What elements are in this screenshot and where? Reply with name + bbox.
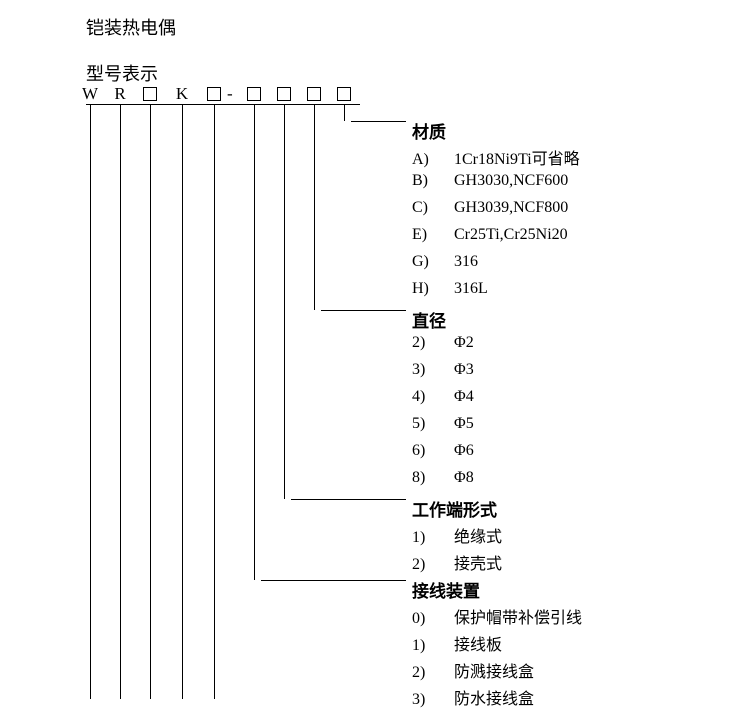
option-row: 2) 防溅接线盒: [412, 658, 534, 682]
option-code: B): [412, 172, 446, 190]
option-row: E) Cr25Ti,Cr25Ni20: [412, 226, 568, 244]
option-text: 防溅接线盒: [454, 664, 534, 681]
vertical-connector: [182, 104, 183, 699]
option-text: Φ3: [454, 361, 474, 378]
option-text: Φ8: [454, 469, 474, 486]
section-header: 直径: [412, 307, 446, 332]
option-text: 接线板: [454, 637, 502, 654]
option-code: A): [412, 151, 446, 169]
option-code: H): [412, 280, 446, 298]
option-row: 6) Φ6: [412, 442, 474, 460]
subtitle: 型号表示: [86, 60, 158, 86]
option-row: 1) 接线板: [412, 631, 502, 655]
code-char: K: [172, 84, 192, 104]
option-code: 1): [412, 637, 446, 655]
option-row: 3) Φ3: [412, 361, 474, 379]
code-char: R: [110, 84, 130, 104]
option-row: 0) 保护帽带补偿引线: [412, 604, 582, 628]
option-row: 5) Φ5: [412, 415, 474, 433]
code-box: [247, 87, 261, 101]
option-code: 5): [412, 415, 446, 433]
vertical-connector: [344, 104, 345, 121]
code-box: [337, 87, 351, 101]
vertical-connector: [90, 104, 91, 699]
horizontal-connector: [291, 499, 406, 500]
option-row: C) GH3039,NCF800: [412, 199, 568, 217]
code-box: [207, 87, 221, 101]
code-underline: [86, 104, 360, 105]
option-code: G): [412, 253, 446, 271]
code-box: [307, 87, 321, 101]
vertical-connector: [150, 104, 151, 699]
code-box: [277, 87, 291, 101]
option-row: B) GH3030,NCF600: [412, 172, 568, 190]
option-text: Cr25Ti,Cr25Ni20: [454, 226, 568, 243]
option-text: 绝缘式: [454, 529, 502, 546]
code-char: W: [80, 84, 100, 104]
horizontal-connector: [351, 121, 406, 122]
option-row: 2) 接壳式: [412, 550, 502, 574]
option-code: C): [412, 199, 446, 217]
option-code: 2): [412, 556, 446, 574]
section-header: 材质: [412, 118, 446, 143]
option-code: 3): [412, 361, 446, 379]
option-text: 1Cr18Ni9Ti可省略: [454, 151, 580, 168]
option-text: GH3030,NCF600: [454, 172, 568, 189]
option-code: 3): [412, 691, 446, 709]
section-header: 接线装置: [412, 577, 480, 602]
option-code: 2): [412, 664, 446, 682]
option-text: GH3039,NCF800: [454, 199, 568, 216]
option-text: Φ4: [454, 388, 474, 405]
vertical-connector: [284, 104, 285, 499]
horizontal-connector: [261, 580, 406, 581]
vertical-connector: [214, 104, 215, 699]
vertical-connector: [120, 104, 121, 699]
vertical-connector: [314, 104, 315, 310]
option-code: E): [412, 226, 446, 244]
option-text: 316L: [454, 280, 488, 297]
option-row: 8) Φ8: [412, 469, 474, 487]
option-code: 4): [412, 388, 446, 406]
option-text: 防水接线盒: [454, 691, 534, 708]
option-code: 8): [412, 469, 446, 487]
option-row: G) 316: [412, 253, 478, 271]
option-code: 1): [412, 529, 446, 547]
option-text: 316: [454, 253, 478, 270]
horizontal-connector: [321, 310, 406, 311]
option-row: 2) Φ2: [412, 334, 474, 352]
option-code: 0): [412, 610, 446, 628]
option-text: Φ5: [454, 415, 474, 432]
option-code: 6): [412, 442, 446, 460]
option-text: Φ2: [454, 334, 474, 351]
option-text: Φ6: [454, 442, 474, 459]
dash: -: [227, 84, 233, 104]
option-row: 1) 绝缘式: [412, 523, 502, 547]
option-code: 2): [412, 334, 446, 352]
vertical-connector: [254, 104, 255, 580]
option-row: A) 1Cr18Ni9Ti可省略: [412, 145, 580, 169]
option-row: H) 316L: [412, 280, 488, 298]
option-row: 4) Φ4: [412, 388, 474, 406]
option-row: 3) 防水接线盒: [412, 685, 534, 709]
option-text: 接壳式: [454, 556, 502, 573]
section-header: 工作端形式: [412, 496, 497, 521]
page-title: 铠装热电偶: [86, 14, 176, 40]
code-box: [143, 87, 157, 101]
option-text: 保护帽带补偿引线: [454, 610, 582, 627]
